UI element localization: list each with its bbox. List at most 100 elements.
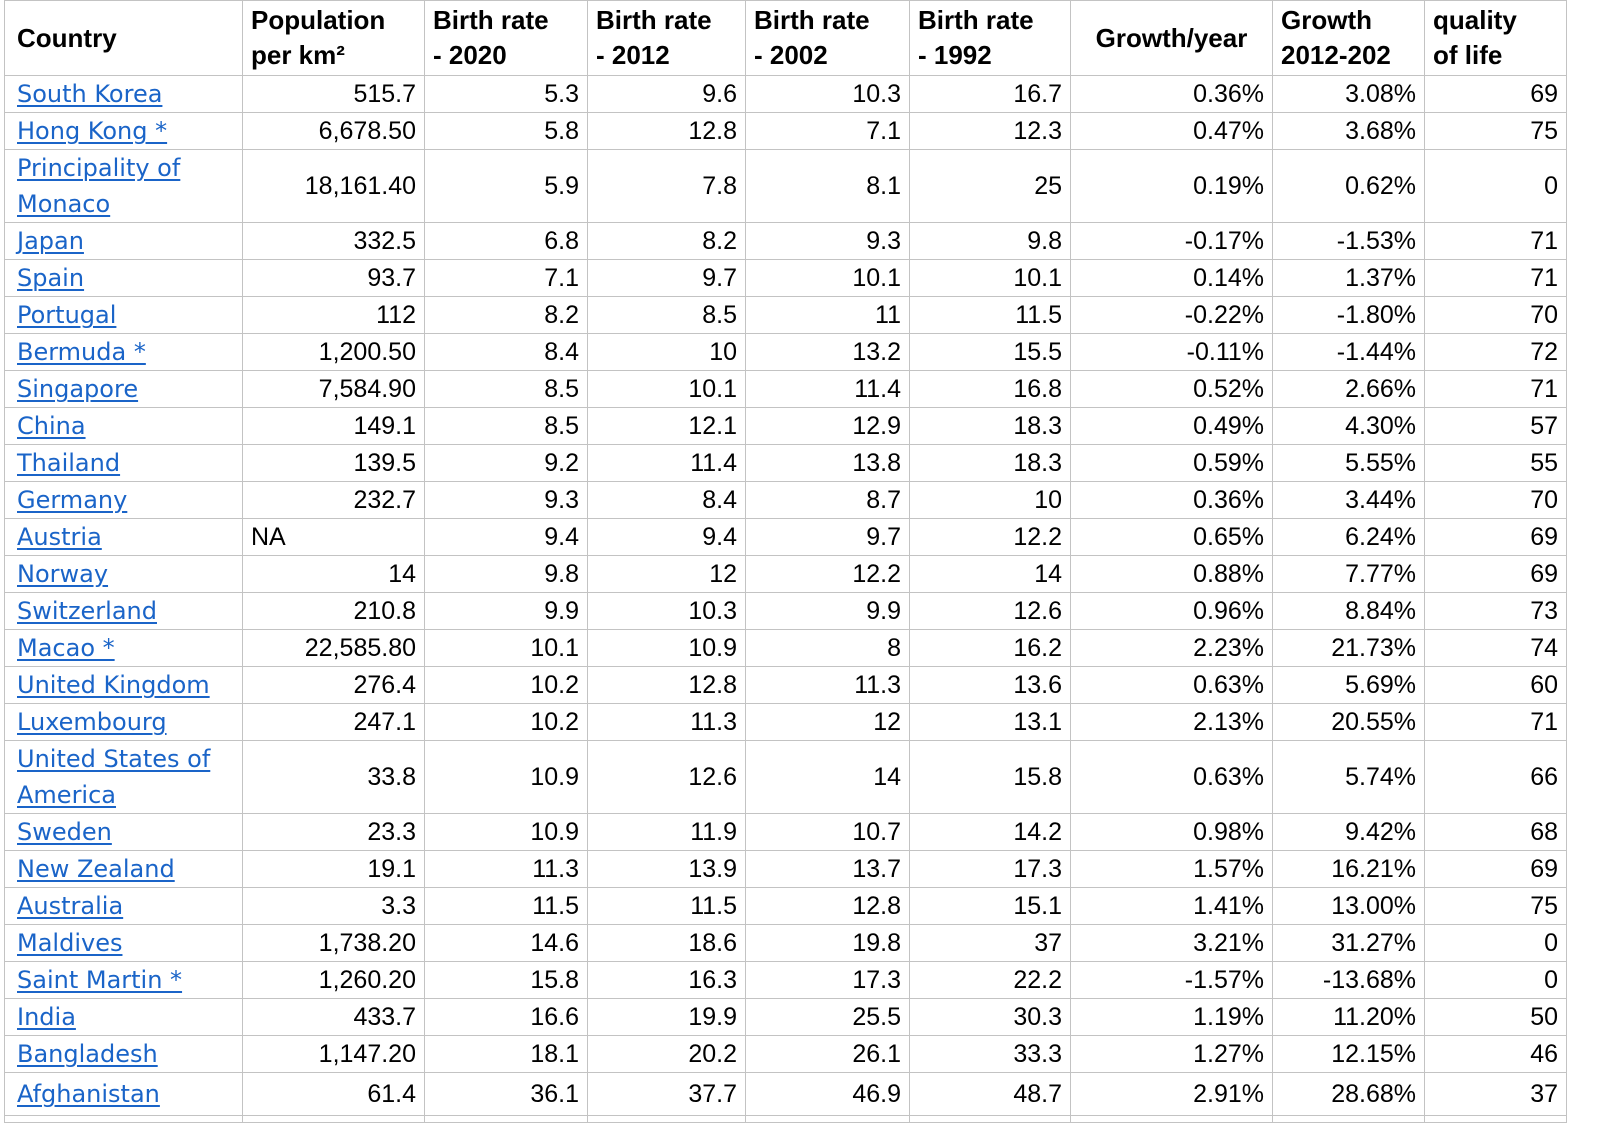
- cell-quality[interactable]: 0: [1424, 961, 1567, 999]
- cell-birth-2012[interactable]: 8.4: [587, 481, 746, 519]
- country-link[interactable]: Portugal: [17, 301, 117, 329]
- cell-growth-year[interactable]: -0.11%: [1070, 333, 1273, 371]
- cell-birth-1992[interactable]: 15.8: [909, 740, 1071, 814]
- header-birth-1992[interactable]: Birth rate - 1992: [909, 0, 1071, 76]
- cell-population[interactable]: 515.7: [242, 75, 425, 113]
- cell-birth-2020[interactable]: 8.5: [424, 370, 588, 408]
- cell-growth-year[interactable]: 0.49%: [1070, 407, 1273, 445]
- cell-growth-2012[interactable]: 6.24%: [1272, 518, 1425, 556]
- cell-birth-2020[interactable]: 18.1: [424, 1035, 588, 1073]
- cell-birth-1992[interactable]: 16.7: [909, 75, 1071, 113]
- cell-quality[interactable]: 0: [1424, 149, 1567, 223]
- cell-birth-2002[interactable]: 10.1: [745, 259, 910, 297]
- cell-birth-2012[interactable]: 10: [587, 333, 746, 371]
- cell-population[interactable]: 247.1: [242, 703, 425, 741]
- cell-birth-1992[interactable]: 17.3: [909, 850, 1071, 888]
- cell-quality[interactable]: 71: [1424, 259, 1567, 297]
- cell-birth-1992[interactable]: 15.5: [909, 333, 1071, 371]
- cell-birth-2012[interactable]: 8.5: [587, 296, 746, 334]
- cell-birth-2020[interactable]: 15.8: [424, 961, 588, 999]
- cell-birth-2002[interactable]: 9.7: [745, 518, 910, 556]
- empty-cell[interactable]: [745, 1115, 910, 1123]
- country-link[interactable]: Australia: [17, 892, 124, 920]
- cell-growth-year[interactable]: 3.21%: [1070, 924, 1273, 962]
- cell-growth-2012[interactable]: 1.37%: [1272, 259, 1425, 297]
- cell-birth-2002[interactable]: 14: [745, 740, 910, 814]
- cell-birth-1992[interactable]: 12.2: [909, 518, 1071, 556]
- cell-birth-1992[interactable]: 48.7: [909, 1072, 1071, 1116]
- cell-population[interactable]: 61.4: [242, 1072, 425, 1116]
- cell-growth-year[interactable]: 0.52%: [1070, 370, 1273, 408]
- cell-growth-2012[interactable]: -13.68%: [1272, 961, 1425, 999]
- cell-quality[interactable]: 37: [1424, 1072, 1567, 1116]
- country-link[interactable]: China: [17, 412, 86, 440]
- empty-cell[interactable]: [424, 1115, 588, 1123]
- cell-growth-year[interactable]: 0.59%: [1070, 444, 1273, 482]
- cell-birth-2020[interactable]: 16.6: [424, 998, 588, 1036]
- cell-population[interactable]: 232.7: [242, 481, 425, 519]
- header-birth-2012[interactable]: Birth rate - 2012: [587, 0, 746, 76]
- country-link[interactable]: Singapore: [17, 375, 139, 403]
- cell-birth-2012[interactable]: 9.6: [587, 75, 746, 113]
- cell-growth-year[interactable]: 1.27%: [1070, 1035, 1273, 1073]
- header-growth-year[interactable]: Growth/year: [1070, 0, 1273, 76]
- country-link[interactable]: Saint Martin *: [17, 966, 183, 994]
- cell-birth-2020[interactable]: 14.6: [424, 924, 588, 962]
- cell-quality[interactable]: 60: [1424, 666, 1567, 704]
- cell-birth-2012[interactable]: 20.2: [587, 1035, 746, 1073]
- cell-growth-2012[interactable]: 28.68%: [1272, 1072, 1425, 1116]
- cell-birth-2012[interactable]: 10.9: [587, 629, 746, 667]
- cell-growth-2012[interactable]: 3.68%: [1272, 112, 1425, 150]
- header-birth-2002[interactable]: Birth rate - 2002: [745, 0, 910, 76]
- cell-birth-2020[interactable]: 9.4: [424, 518, 588, 556]
- cell-growth-2012[interactable]: 2.66%: [1272, 370, 1425, 408]
- cell-growth-2012[interactable]: 12.15%: [1272, 1035, 1425, 1073]
- cell-quality[interactable]: 46: [1424, 1035, 1567, 1073]
- cell-growth-2012[interactable]: 8.84%: [1272, 592, 1425, 630]
- cell-birth-2002[interactable]: 12: [745, 703, 910, 741]
- cell-quality[interactable]: 74: [1424, 629, 1567, 667]
- cell-growth-2012[interactable]: 13.00%: [1272, 887, 1425, 925]
- cell-growth-year[interactable]: 2.13%: [1070, 703, 1273, 741]
- cell-birth-2012[interactable]: 12.6: [587, 740, 746, 814]
- cell-birth-2002[interactable]: 10.3: [745, 75, 910, 113]
- cell-birth-2012[interactable]: 11.5: [587, 887, 746, 925]
- cell-quality[interactable]: 69: [1424, 518, 1567, 556]
- cell-birth-2020[interactable]: 9.8: [424, 555, 588, 593]
- cell-growth-year[interactable]: 2.23%: [1070, 629, 1273, 667]
- cell-growth-2012[interactable]: -1.53%: [1272, 222, 1425, 260]
- cell-quality[interactable]: 50: [1424, 998, 1567, 1036]
- cell-birth-2012[interactable]: 12.8: [587, 666, 746, 704]
- cell-quality[interactable]: 68: [1424, 813, 1567, 851]
- cell-birth-1992[interactable]: 30.3: [909, 998, 1071, 1036]
- cell-birth-1992[interactable]: 37: [909, 924, 1071, 962]
- cell-growth-2012[interactable]: 5.69%: [1272, 666, 1425, 704]
- cell-population[interactable]: NA: [242, 518, 425, 556]
- cell-growth-year[interactable]: 0.98%: [1070, 813, 1273, 851]
- country-link[interactable]: Thailand: [17, 449, 121, 477]
- cell-population[interactable]: 210.8: [242, 592, 425, 630]
- cell-quality[interactable]: 66: [1424, 740, 1567, 814]
- country-link[interactable]: United States of America: [17, 745, 211, 809]
- cell-growth-2012[interactable]: 20.55%: [1272, 703, 1425, 741]
- cell-birth-2020[interactable]: 9.9: [424, 592, 588, 630]
- cell-birth-2002[interactable]: 10.7: [745, 813, 910, 851]
- cell-quality[interactable]: 75: [1424, 887, 1567, 925]
- cell-population[interactable]: 33.8: [242, 740, 425, 814]
- cell-birth-2002[interactable]: 11.4: [745, 370, 910, 408]
- header-birth-2020[interactable]: Birth rate - 2020: [424, 0, 588, 76]
- cell-birth-2020[interactable]: 5.9: [424, 149, 588, 223]
- country-link[interactable]: Bermuda *: [17, 338, 146, 366]
- empty-cell[interactable]: [1272, 1115, 1425, 1123]
- header-population[interactable]: Population per km²: [242, 0, 425, 76]
- cell-birth-2002[interactable]: 8.7: [745, 481, 910, 519]
- cell-population[interactable]: 332.5: [242, 222, 425, 260]
- cell-birth-2012[interactable]: 10.3: [587, 592, 746, 630]
- cell-birth-2020[interactable]: 11.3: [424, 850, 588, 888]
- cell-birth-2012[interactable]: 9.7: [587, 259, 746, 297]
- cell-birth-2020[interactable]: 6.8: [424, 222, 588, 260]
- cell-birth-2012[interactable]: 12: [587, 555, 746, 593]
- cell-growth-2012[interactable]: 3.08%: [1272, 75, 1425, 113]
- cell-quality[interactable]: 72: [1424, 333, 1567, 371]
- cell-birth-1992[interactable]: 13.6: [909, 666, 1071, 704]
